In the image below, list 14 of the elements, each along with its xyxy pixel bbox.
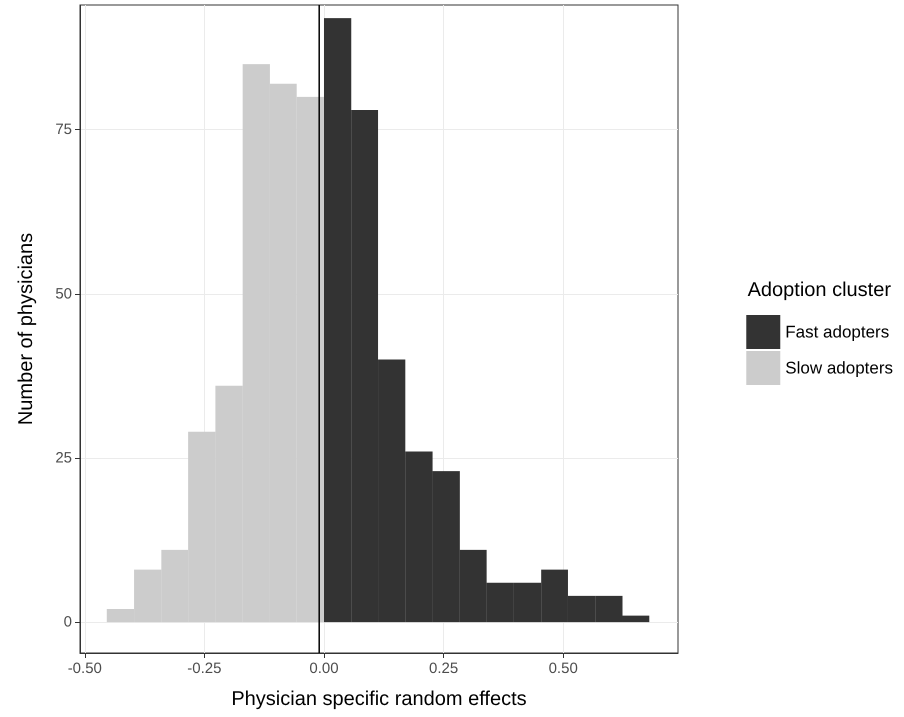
- x-tick-label: 0.50: [548, 660, 578, 677]
- x-tick-label: 0.25: [428, 660, 458, 677]
- y-tick-label: 75: [55, 121, 72, 138]
- y-tick-label: 50: [55, 285, 72, 302]
- y-axis-title: Number of physicians: [15, 232, 37, 426]
- x-tick-label: -0.50: [68, 660, 102, 677]
- legend-label: Fast adopters: [785, 322, 890, 342]
- y-tick-label: 25: [55, 450, 72, 467]
- x-tick-label: -0.25: [187, 660, 222, 677]
- legend-title: Adoption cluster: [748, 279, 892, 301]
- y-tick-label: 0: [64, 614, 72, 631]
- legend-label: Slow adopters: [785, 358, 894, 378]
- x-axis-title: Physician specific random effects: [231, 688, 527, 710]
- x-tick-label: 0.00: [309, 660, 339, 677]
